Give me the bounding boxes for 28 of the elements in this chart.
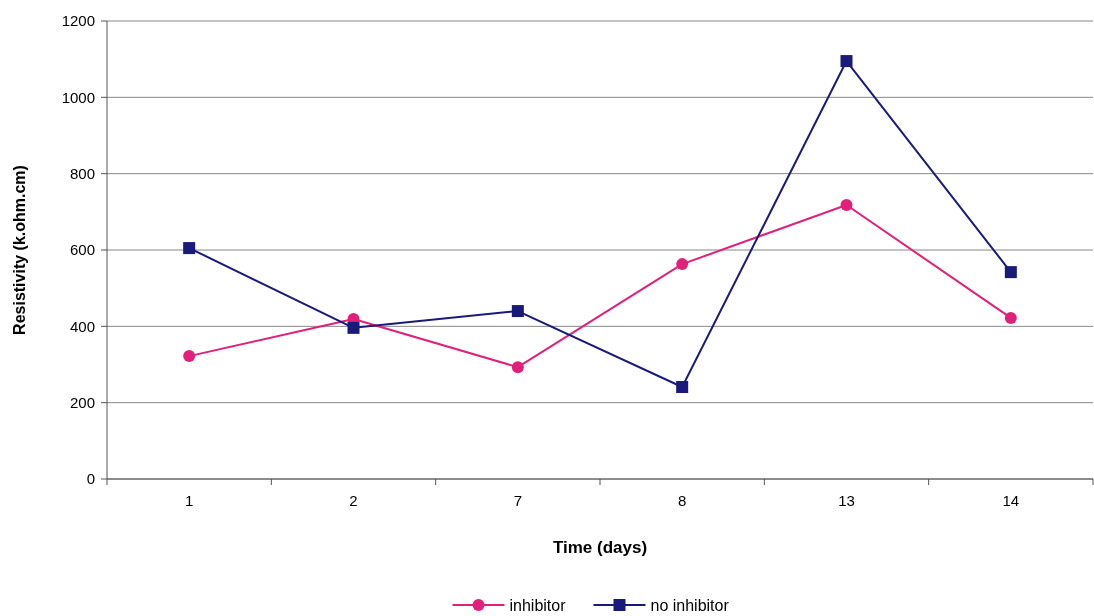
x-tick-label: 7: [513, 492, 523, 509]
y-tick-label: 0: [86, 470, 95, 488]
point: [183, 350, 196, 363]
point: [840, 198, 853, 211]
y-tick-label: 800: [69, 164, 95, 182]
point: [511, 361, 524, 374]
legend-label: inhibitor: [509, 596, 567, 614]
y-tick-label: 600: [69, 241, 95, 259]
x-tick-label: 2: [349, 492, 358, 509]
x-tick-label: 8: [677, 492, 687, 509]
y-tick-label: 1000: [61, 88, 95, 106]
point: [183, 242, 196, 255]
x-tick-label: 1: [184, 492, 194, 509]
x-tick-label: 13: [838, 492, 855, 509]
point: [840, 55, 853, 68]
x-tick-label: 14: [1002, 492, 1020, 509]
y-tick-label: 200: [69, 393, 95, 411]
point: [347, 321, 360, 334]
point: [1004, 311, 1017, 324]
x-axis-title: Time (days): [552, 538, 648, 557]
point: [1004, 266, 1017, 279]
point: [676, 381, 689, 394]
y-tick-label: 1200: [61, 12, 95, 30]
point: [511, 305, 524, 318]
y-tick-label: 400: [69, 317, 95, 335]
y-axis-title: Resistivity (k.ohm.cm): [11, 165, 28, 335]
legend-label: no inhibitor: [650, 596, 730, 614]
point: [676, 258, 689, 271]
